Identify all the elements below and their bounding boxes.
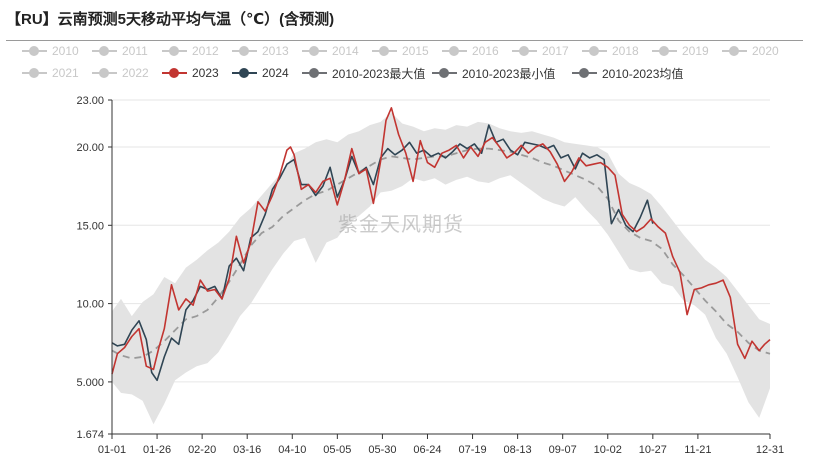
legend-item-2023[interactable]: 2023 bbox=[162, 62, 219, 84]
legend-marker-icon bbox=[432, 66, 457, 80]
band-area bbox=[112, 112, 770, 425]
legend-item-2018[interactable]: 2018 bbox=[582, 40, 639, 62]
legend-label: 2013 bbox=[262, 44, 289, 58]
legend-label: 2017 bbox=[542, 44, 569, 58]
series-line-2023 bbox=[111, 107, 771, 375]
legend-label: 2016 bbox=[472, 44, 499, 58]
legend-item-2015[interactable]: 2015 bbox=[372, 40, 429, 62]
legend-item-2011[interactable]: 2011 bbox=[92, 40, 148, 62]
legend-label: 2018 bbox=[612, 44, 639, 58]
series-lines bbox=[111, 107, 771, 382]
legend-marker-icon bbox=[92, 44, 117, 58]
legend-marker-icon bbox=[232, 66, 257, 80]
x-tick-label: 05-05 bbox=[323, 444, 351, 456]
x-tick-label: 07-19 bbox=[458, 444, 486, 456]
watermark: 紫金天风期货 bbox=[338, 214, 464, 236]
legend-label: 2015 bbox=[402, 44, 429, 58]
legend-item-2024[interactable]: 2024 bbox=[232, 62, 289, 84]
legend-label: 2012 bbox=[192, 44, 219, 58]
x-tick-label: 08-13 bbox=[504, 444, 532, 456]
chart-title: 【RU】云南预测5天移动平均气温（℃）(含预测) bbox=[6, 11, 335, 28]
legend-item-2012[interactable]: 2012 bbox=[162, 40, 219, 62]
legend-marker-icon bbox=[372, 44, 397, 58]
legend-item-2021[interactable]: 2021 bbox=[22, 62, 79, 84]
legend-label: 2019 bbox=[682, 44, 709, 58]
legend-item-2017[interactable]: 2017 bbox=[512, 40, 569, 62]
legend-label: 2010-2023最大值 bbox=[332, 66, 426, 81]
legend-label: 2010-2023均值 bbox=[602, 66, 684, 81]
x-tick-label: 09-07 bbox=[549, 444, 577, 456]
x-tick-label: 05-30 bbox=[368, 444, 396, 456]
legend-marker-icon bbox=[162, 44, 187, 58]
axes: 1.674 5.000 10.00 15.00 20.00 23.00 01-01 01-26… bbox=[76, 95, 784, 456]
legend-item-2014[interactable]: 2014 bbox=[302, 40, 359, 62]
legend-item-2020[interactable]: 2020 bbox=[722, 40, 779, 62]
y-tick-label: 5.000 bbox=[76, 377, 104, 389]
title-divider bbox=[6, 40, 803, 41]
legend-label: 2024 bbox=[262, 66, 289, 80]
x-tick-label: 01-01 bbox=[98, 444, 126, 456]
legend-marker-icon bbox=[22, 66, 47, 80]
legend-label: 2010-2023最小值 bbox=[462, 66, 556, 81]
legend-marker-icon bbox=[722, 44, 747, 58]
legend-item-2019[interactable]: 2019 bbox=[652, 40, 709, 62]
legend-marker-icon bbox=[302, 44, 327, 58]
x-tick-label: 03-16 bbox=[233, 444, 261, 456]
y-tick-label: 10.00 bbox=[76, 299, 104, 311]
legend-item-2022[interactable]: 2022 bbox=[92, 62, 149, 84]
x-tick-label: 04-10 bbox=[278, 444, 306, 456]
x-tick-label: 10-27 bbox=[639, 444, 667, 456]
legend-marker-icon bbox=[572, 66, 597, 80]
legend-marker-icon bbox=[232, 44, 257, 58]
legend-marker-icon bbox=[652, 44, 677, 58]
legend-item-2010[interactable]: 2010 bbox=[22, 40, 79, 62]
legend-item-2010-2023最大值[interactable]: 2010-2023最大值 bbox=[302, 62, 425, 84]
legend-label: 2014 bbox=[332, 44, 359, 58]
y-tick-label: 15.00 bbox=[76, 220, 104, 232]
x-tick-label: 01-26 bbox=[143, 444, 171, 456]
legend-label: 2020 bbox=[752, 44, 779, 58]
x-tick-label: 10-02 bbox=[594, 444, 622, 456]
x-tick-label: 02-20 bbox=[188, 444, 216, 456]
legend-item-2016[interactable]: 2016 bbox=[442, 40, 499, 62]
legend-item-2013[interactable]: 2013 bbox=[232, 40, 289, 62]
y-tick-label: 23.00 bbox=[76, 95, 104, 107]
y-tick-label: 1.674 bbox=[76, 429, 104, 441]
x-tick-label: 06-24 bbox=[413, 444, 441, 456]
max-min-band bbox=[112, 112, 770, 425]
legend-marker-icon bbox=[512, 44, 537, 58]
x-tick-label: 11-21 bbox=[684, 444, 711, 456]
legend-marker-icon bbox=[22, 44, 47, 58]
legend-item-2010-2023均值[interactable]: 2010-2023均值 bbox=[572, 62, 683, 84]
y-tick-label: 20.00 bbox=[76, 142, 104, 154]
legend-item-2010-2023最小值[interactable]: 2010-2023最小值 bbox=[432, 62, 555, 84]
legend-label: 2011 bbox=[122, 44, 148, 58]
legend-marker-icon bbox=[92, 66, 117, 80]
legend-marker-icon bbox=[302, 66, 327, 80]
legend-label: 2023 bbox=[192, 66, 219, 80]
legend-label: 2010 bbox=[52, 44, 79, 58]
legend-marker-icon bbox=[162, 66, 187, 80]
legend-marker-icon bbox=[582, 44, 607, 58]
legend-marker-icon bbox=[442, 44, 467, 58]
legend-label: 2021 bbox=[52, 66, 79, 80]
legend-label: 2022 bbox=[122, 66, 149, 80]
x-tick-label: 12-31 bbox=[756, 444, 784, 456]
